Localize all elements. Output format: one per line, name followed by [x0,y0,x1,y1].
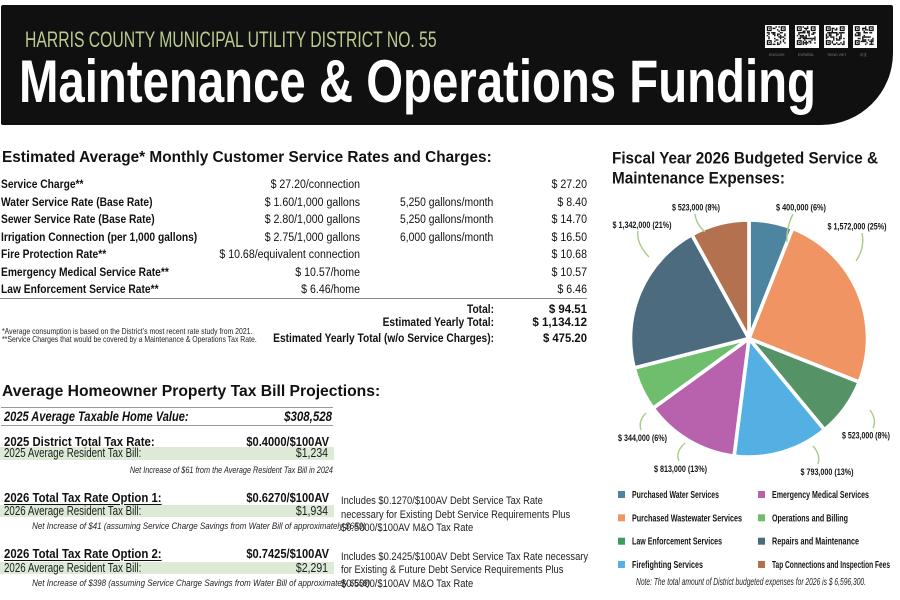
svg-text:$ 1,572,000 (25%): $ 1,572,000 (25%) [828,222,887,233]
svg-text:Purchased Water Services: Purchased Water Services [632,490,719,501]
svg-text:$ 1,342,000 (21%): $ 1,342,000 (21%) [613,220,672,231]
svg-text:Repairs and Maintenance: Repairs and Maintenance [772,537,859,548]
svg-text:$ 523,000 (8%): $ 523,000 (8%) [672,203,720,214]
svg-text:Emergency Medical Services: Emergency Medical Services [772,490,869,501]
svg-text:Law Enforcement Services: Law Enforcement Services [632,537,722,548]
svg-text:Fiscal Year 2026 Budgeted Serv: Fiscal Year 2026 Budgeted Service & [612,149,878,168]
svg-text:$ 400,000 (6%): $ 400,000 (6%) [776,203,826,214]
svg-text:$ 523,000 (8%): $ 523,000 (8%) [842,431,890,442]
svg-text:$ 344,000 (6%): $ 344,000 (6%) [618,433,667,444]
svg-text:$ 793,000 (13%): $ 793,000 (13%) [801,467,854,478]
svg-text:Tap Connections and Inspection: Tap Connections and Inspection Fees [772,560,890,571]
svg-text:Note: The total amount of Dist: Note: The total amount of District budge… [636,577,866,588]
svg-text:Operations and Billing: Operations and Billing [772,513,848,524]
svg-text:$ 813,000 (13%): $ 813,000 (13%) [654,464,707,475]
svg-text:Purchased Wastewater Services: Purchased Wastewater Services [632,513,742,524]
svg-text:Maintenance Expenses:: Maintenance Expenses: [612,169,785,188]
svg-text:Firefighting Services: Firefighting Services [632,560,703,571]
